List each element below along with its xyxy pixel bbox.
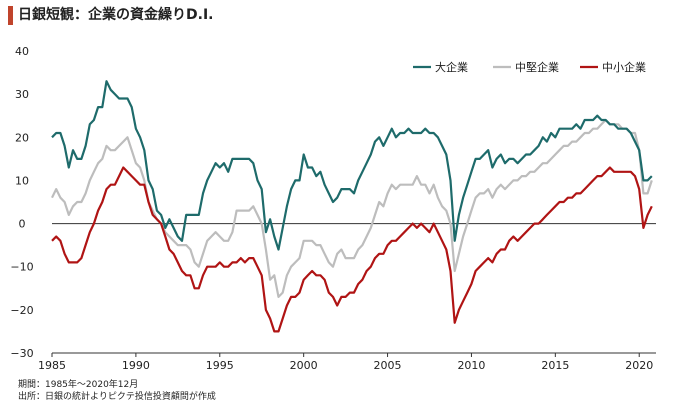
- legend-label: 大企業: [435, 60, 468, 74]
- series-line-large: [51, 80, 653, 251]
- y-tick-label: 10: [15, 174, 29, 187]
- y-tick-label: 40: [15, 45, 29, 58]
- y-tick-label: 0: [19, 218, 26, 231]
- y-tick-label: 20: [15, 131, 29, 144]
- y-tick-label: 30: [15, 88, 29, 101]
- series-line-small: [51, 166, 653, 333]
- x-tick-label: 1985: [38, 359, 66, 372]
- y-tick-label: −30: [10, 347, 33, 360]
- x-tick-label: 1990: [122, 359, 150, 372]
- series-line-medium: [51, 118, 653, 298]
- y-tick-label: −20: [10, 304, 33, 317]
- x-tick-label: 2010: [457, 359, 485, 372]
- chart-title: 日銀短観：企業の資金繰りD.I.: [18, 7, 214, 23]
- source-note: 出所：日銀の統計よりピクテ投信投資顧問が作成: [18, 392, 216, 402]
- y-tick-label: −10: [10, 261, 33, 274]
- legend-label: 中堅企業: [515, 60, 559, 74]
- x-tick-label: 2000: [290, 359, 318, 372]
- period-note: 期間：1985年〜2020年12月: [18, 380, 139, 390]
- x-tick-label: 2015: [541, 359, 569, 372]
- x-tick-label: 2020: [625, 359, 653, 372]
- title-accent-bar: [8, 6, 13, 25]
- x-tick-label: 2005: [374, 359, 402, 372]
- legend-label: 中小企業: [602, 60, 646, 74]
- x-tick-label: 1995: [206, 359, 234, 372]
